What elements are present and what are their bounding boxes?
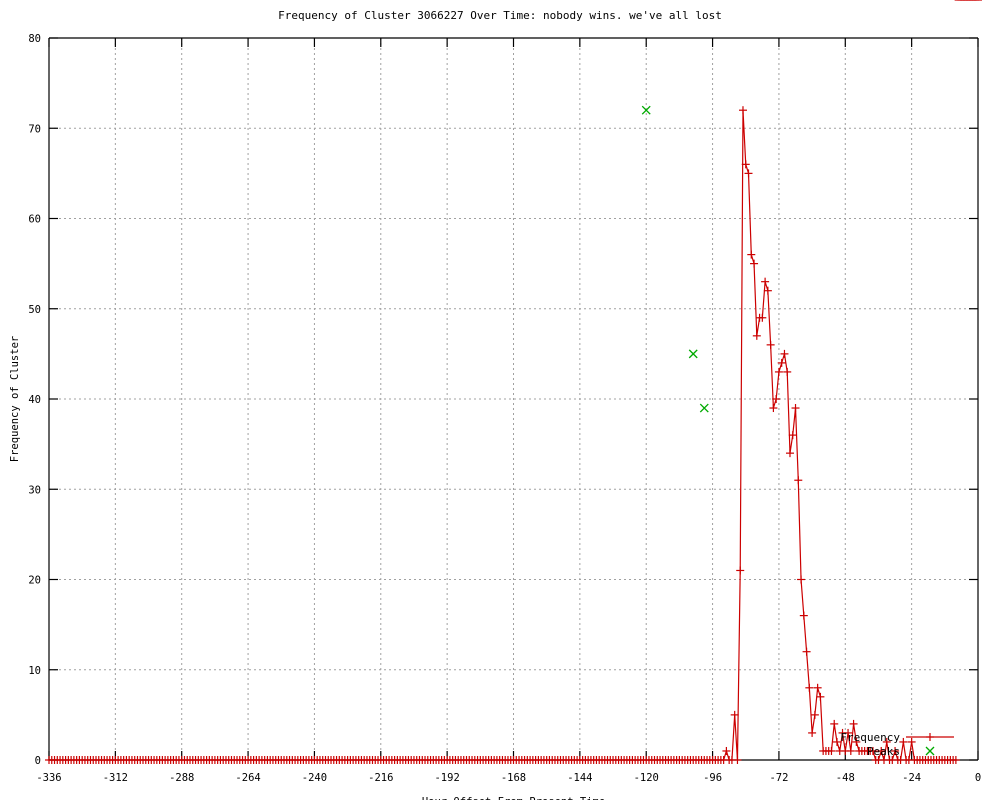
x-tick-label: -96 xyxy=(703,772,722,784)
y-tick-label: 20 xyxy=(28,575,41,587)
peak-marker xyxy=(925,746,935,756)
x-tick-label: -216 xyxy=(368,772,393,784)
y-tick-label: 80 xyxy=(28,33,41,45)
series-frequency-line xyxy=(49,110,956,761)
x-tick-label: -264 xyxy=(235,772,260,784)
y-tick-label: 30 xyxy=(28,484,41,496)
x-tick-label: -312 xyxy=(103,772,128,784)
x-tick-label: -336 xyxy=(36,772,61,784)
x-tick-label: -144 xyxy=(567,772,592,784)
peak-marker xyxy=(699,403,709,413)
chart-title: Frequency of Cluster 3066227 Over Time: … xyxy=(278,9,722,22)
legend-label: Frequency xyxy=(840,731,900,744)
y-tick-label: 70 xyxy=(28,123,41,135)
x-tick-label: -192 xyxy=(434,772,459,784)
y-tick-label: 0 xyxy=(35,755,41,767)
peak-marker xyxy=(688,349,698,359)
y-tick-label: 10 xyxy=(28,665,41,677)
x-tick-label: -72 xyxy=(769,772,788,784)
x-tick-label: -24 xyxy=(902,772,921,784)
x-tick-label: -240 xyxy=(302,772,327,784)
series-frequency xyxy=(45,0,982,764)
y-tick-label: 40 xyxy=(28,394,41,406)
x-tick-label: 0 xyxy=(975,772,981,784)
legend-label: Peaks xyxy=(867,745,900,758)
y-axis-label: Frequency of Cluster xyxy=(9,336,21,462)
y-tick-label: 60 xyxy=(28,214,41,226)
y-axis: 0 10 20 30 40 50 60 70 80 xyxy=(28,33,978,767)
grid-lines xyxy=(49,38,978,760)
x-tick-label: -288 xyxy=(169,772,194,784)
x-tick-label: -168 xyxy=(501,772,526,784)
series-peaks xyxy=(641,105,709,413)
peak-marker xyxy=(641,105,651,115)
x-axis: -336 -312 -288 -264 -240 -216 -192 -168 -144 -120… xyxy=(36,38,981,784)
x-tick-label: -48 xyxy=(836,772,855,784)
x-axis-label: Hour Offset From Present Time xyxy=(422,796,605,800)
y-tick-label: 50 xyxy=(28,304,41,316)
x-tick-label: -120 xyxy=(634,772,659,784)
